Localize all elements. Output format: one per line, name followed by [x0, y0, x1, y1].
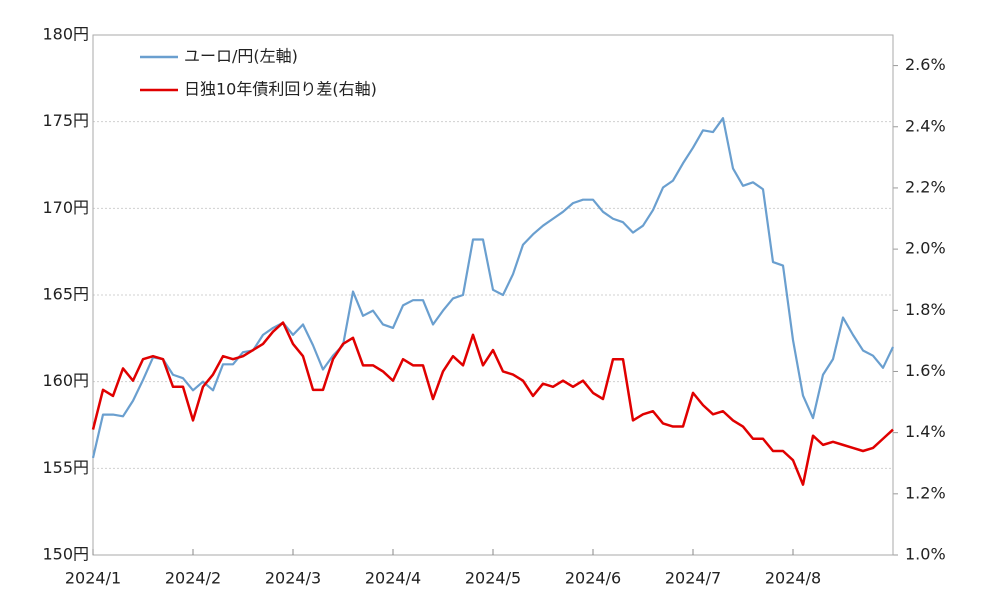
- legend-label: 日独10年債利回り差(右軸): [184, 80, 377, 99]
- legend-label: ユーロ/円(左軸): [184, 47, 298, 66]
- x-tick-label: 2024/3: [265, 569, 321, 588]
- y-tick-label: 155円: [42, 458, 89, 477]
- y-tick-label: 165円: [42, 285, 89, 304]
- y2-tick-label: 1.2%: [905, 483, 946, 502]
- series-line: [91, 117, 894, 459]
- x-tick-label: 2024/8: [765, 569, 821, 588]
- y2-tick-label: 2.2%: [905, 177, 946, 196]
- y2-tick-label: 1.8%: [905, 300, 946, 319]
- x-tick-label: 2024/4: [365, 569, 421, 588]
- series-line: [91, 321, 894, 486]
- y-tick-label: 160円: [42, 371, 89, 390]
- y2-tick-label: 1.0%: [905, 545, 946, 564]
- y2-tick-label: 2.6%: [905, 55, 946, 74]
- x-tick-label: 2024/2: [165, 569, 221, 588]
- x-tick-label: 2024/1: [65, 569, 121, 588]
- x-tick-label: 2024/7: [665, 569, 721, 588]
- y2-tick-label: 2.0%: [905, 239, 946, 258]
- y-tick-label: 175円: [42, 111, 89, 130]
- x-tick-label: 2024/5: [465, 569, 521, 588]
- y-tick-label: 180円: [42, 25, 89, 44]
- y2-tick-label: 1.6%: [905, 361, 946, 380]
- y2-tick-label: 2.4%: [905, 116, 946, 135]
- y-tick-label: 150円: [42, 545, 89, 564]
- y2-tick-label: 1.4%: [905, 422, 946, 441]
- x-tick-label: 2024/6: [565, 569, 621, 588]
- y-tick-label: 170円: [42, 198, 89, 217]
